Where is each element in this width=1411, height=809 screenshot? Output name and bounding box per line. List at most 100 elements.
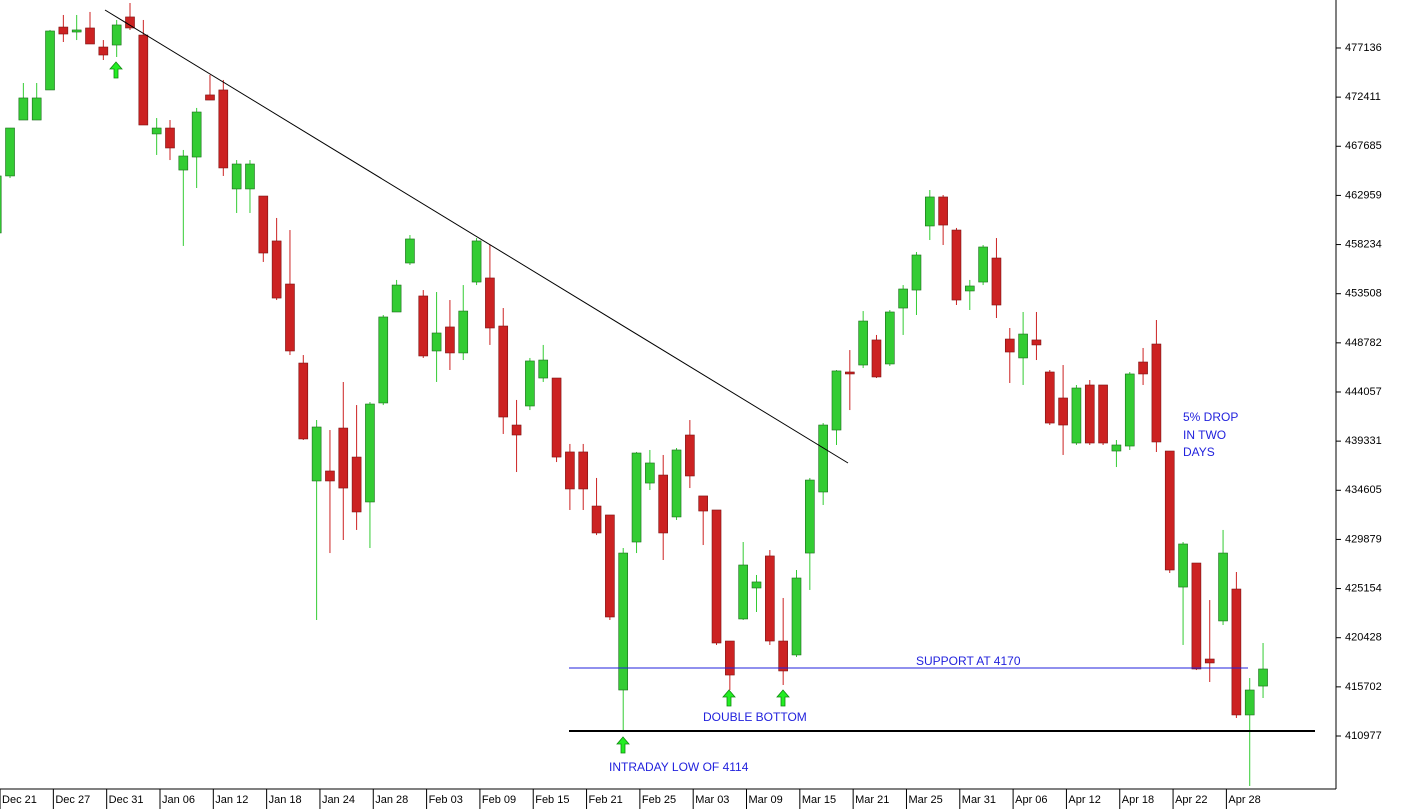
candle-body xyxy=(85,27,95,45)
intraday-low-label: INTRADAY LOW OF 4114 xyxy=(609,760,749,774)
y-tick-label: 467685 xyxy=(1345,140,1382,152)
trend-line xyxy=(104,9,849,464)
candle-body xyxy=(978,246,988,283)
candle-body xyxy=(431,332,442,352)
candle-body xyxy=(578,451,589,490)
candle-body xyxy=(858,320,868,366)
candle-body xyxy=(791,577,802,656)
candle-body xyxy=(1098,384,1108,444)
candle-body xyxy=(205,94,215,101)
candles xyxy=(0,3,1268,786)
candle-body xyxy=(1124,373,1135,447)
y-tick-label: 420428 xyxy=(1345,632,1382,644)
candle-body xyxy=(405,238,415,264)
drop-label: IN TWO xyxy=(1183,428,1226,442)
x-tick-label: Jan 12 xyxy=(215,794,248,806)
candle-body xyxy=(751,581,762,589)
candle-body xyxy=(1151,343,1162,443)
candle-body xyxy=(551,377,562,458)
x-tick-label: Dec 21 xyxy=(2,794,37,806)
candle-body xyxy=(618,552,629,691)
candle-body xyxy=(418,295,429,357)
candle-body xyxy=(0,175,2,234)
candle-body xyxy=(1004,338,1015,353)
candle-body xyxy=(818,424,828,493)
candle-body xyxy=(245,163,255,190)
y-tick-label: 453508 xyxy=(1345,288,1382,300)
candle-body xyxy=(738,564,748,620)
candle-body xyxy=(138,34,149,126)
arrow xyxy=(616,736,630,754)
candle-body xyxy=(338,427,349,489)
candle-body xyxy=(231,163,242,190)
candle-body xyxy=(125,16,135,29)
arrow xyxy=(109,61,123,79)
candle-body xyxy=(765,555,775,642)
y-tick-label: 462959 xyxy=(1345,189,1382,201)
candle-body xyxy=(605,514,615,618)
candle-body xyxy=(271,240,282,299)
x-tick-label: Mar 15 xyxy=(802,794,836,806)
candle-body xyxy=(565,451,575,490)
x-tick-label: Jan 24 xyxy=(322,794,355,806)
candle-body xyxy=(911,254,922,291)
x-tick-label: Dec 27 xyxy=(55,794,90,806)
drop-label: 5% DROP xyxy=(1183,410,1238,424)
candle-body xyxy=(525,360,535,407)
candle-body xyxy=(98,46,109,56)
arrow xyxy=(776,689,790,707)
drop-label: DAYS xyxy=(1183,445,1215,459)
candle-body xyxy=(1231,588,1242,716)
candle-body xyxy=(178,155,189,171)
x-tick-label: Feb 21 xyxy=(589,794,623,806)
x-tick-label: Mar 31 xyxy=(962,794,996,806)
candle-body xyxy=(951,229,962,301)
candle-body xyxy=(631,452,642,543)
candle-body xyxy=(671,449,682,518)
candle-body xyxy=(685,434,695,477)
candle-body xyxy=(711,509,722,644)
candle-body xyxy=(778,640,788,672)
candle-body xyxy=(311,426,322,482)
candle-body xyxy=(18,97,29,121)
candle-body xyxy=(1178,543,1188,588)
candle-body xyxy=(71,29,82,33)
candle-body xyxy=(1084,384,1095,444)
y-tick-label: 458234 xyxy=(1345,238,1382,250)
candle-body xyxy=(1058,397,1068,426)
x-tick-label: Feb 15 xyxy=(535,794,569,806)
candle-body xyxy=(1031,339,1042,346)
y-tick-label: 448782 xyxy=(1345,337,1382,349)
candle-body xyxy=(191,111,202,158)
candle-body xyxy=(1044,371,1055,424)
candle-body xyxy=(458,310,469,354)
candle-body xyxy=(658,474,669,534)
y-tick-label: 477136 xyxy=(1345,42,1382,54)
candle-body xyxy=(831,370,842,431)
y-tick-label: 415702 xyxy=(1345,681,1382,693)
candle-body xyxy=(31,97,42,121)
y-tick-label: 439331 xyxy=(1345,435,1382,447)
x-tick-label: Mar 21 xyxy=(855,794,889,806)
x-tick-label: Feb 03 xyxy=(429,794,463,806)
candle-body xyxy=(485,277,495,329)
candle-body xyxy=(1138,361,1148,375)
candle-body xyxy=(45,30,55,91)
candle-body xyxy=(991,257,1002,306)
candle-body xyxy=(591,505,602,534)
x-tick-label: Dec 31 xyxy=(109,794,144,806)
candle-body xyxy=(725,640,735,676)
candle-body xyxy=(391,284,402,313)
candle-body xyxy=(165,127,175,149)
candle-body xyxy=(645,462,655,484)
arrows xyxy=(109,61,790,754)
candle-body xyxy=(285,283,295,352)
x-tick-label: Apr 12 xyxy=(1068,794,1100,806)
candle-body xyxy=(538,359,549,379)
candle-body xyxy=(1204,658,1215,664)
x-tick-label: Mar 09 xyxy=(749,794,783,806)
candle-body xyxy=(111,24,122,46)
y-tick-label: 472411 xyxy=(1345,91,1381,103)
